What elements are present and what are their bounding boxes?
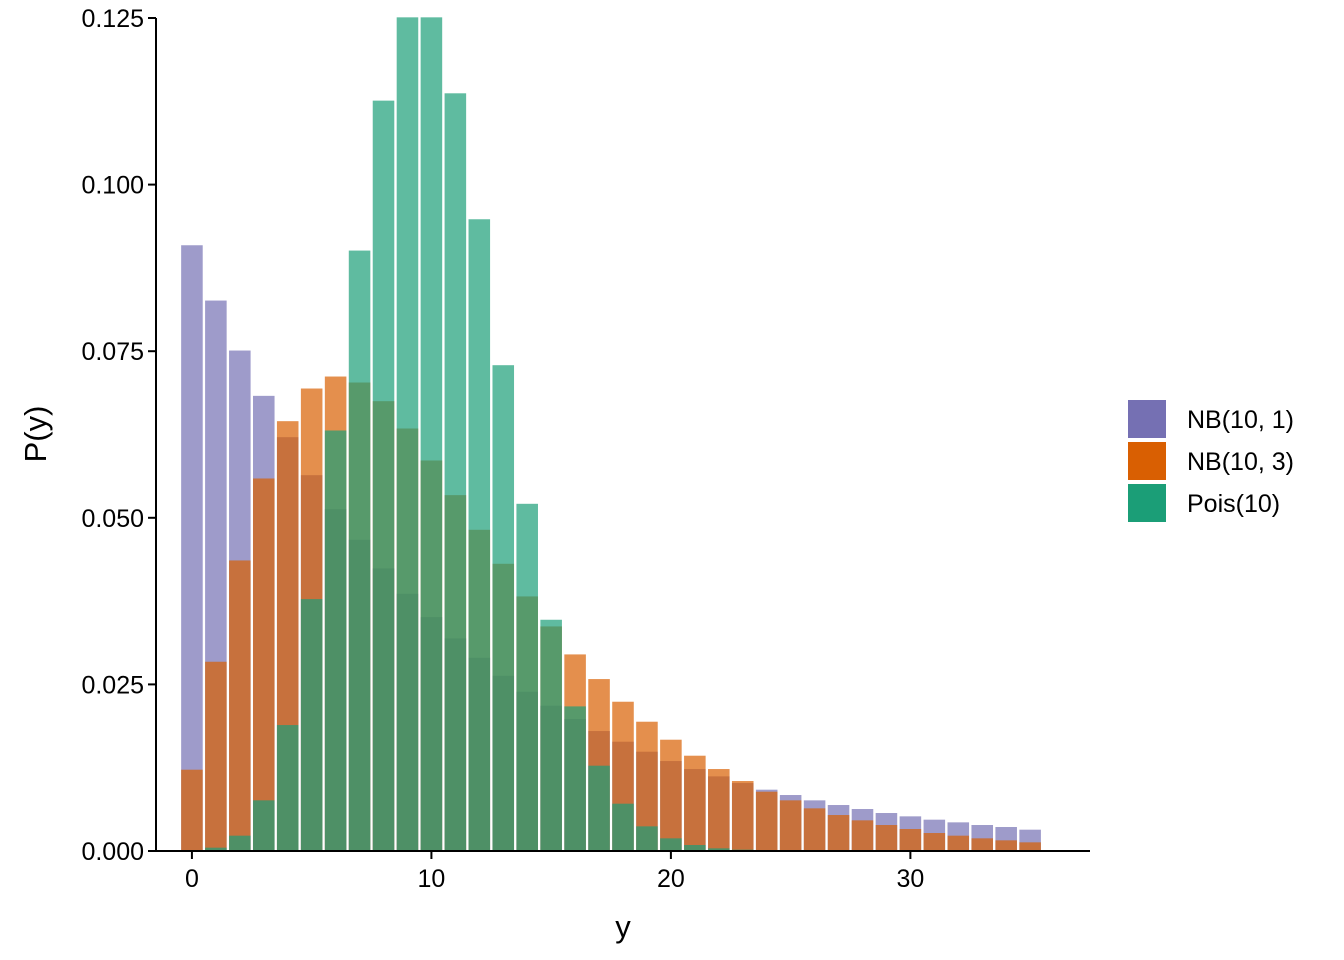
bar (372, 100, 395, 851)
legend-key (1128, 442, 1166, 480)
bar (324, 430, 347, 851)
x-tick-label: 0 (185, 865, 199, 893)
y-tick-label: 0.075 (81, 338, 144, 366)
bar (444, 93, 467, 851)
bar (971, 838, 994, 851)
bar (827, 815, 850, 851)
bar (252, 800, 275, 851)
legend-label: NB(10, 1) (1187, 406, 1294, 434)
y-axis-title: P(y) (18, 406, 53, 463)
bar (612, 803, 634, 851)
bar (708, 848, 730, 851)
series-3-bars (205, 17, 778, 851)
bar (205, 661, 227, 851)
y-tick-label: 0.050 (81, 505, 144, 533)
bar (300, 599, 323, 851)
y-tick-label: 0.125 (81, 5, 144, 33)
bars (181, 17, 1041, 851)
y-tick-label: 0.025 (81, 671, 144, 699)
bar (851, 820, 874, 851)
bar (947, 835, 970, 851)
bar (181, 245, 203, 851)
bar (276, 725, 299, 851)
bar (420, 17, 443, 851)
x-tick-label: 20 (657, 865, 685, 893)
x-tick-label: 30 (896, 865, 924, 893)
bar (708, 769, 730, 851)
bar (995, 840, 1017, 851)
bar (516, 503, 538, 851)
bar (348, 250, 371, 851)
x-axis-title: y (615, 909, 631, 944)
legend-key (1128, 400, 1166, 438)
bar (755, 791, 778, 851)
x-ticks: 0 10 20 30 (185, 851, 924, 893)
bar (396, 17, 419, 851)
bar (660, 739, 682, 851)
bar (468, 219, 491, 851)
legend-key (1128, 484, 1166, 522)
bar (181, 769, 203, 851)
bar (660, 838, 682, 851)
bar (540, 619, 562, 851)
bar (636, 721, 658, 851)
bar (492, 365, 515, 851)
bar (564, 706, 586, 851)
y-tick-label: 0.100 (81, 172, 144, 200)
legend-label: Pois(10) (1187, 490, 1280, 518)
y-ticks: 0.000 0.025 0.050 0.075 0.100 0.125 (81, 5, 156, 866)
bar (636, 826, 658, 851)
bar (205, 847, 227, 851)
x-tick-label: 10 (418, 865, 446, 893)
bar (779, 800, 802, 851)
bar (588, 765, 610, 851)
bar (803, 808, 826, 851)
bar (684, 755, 706, 851)
bar (875, 825, 898, 851)
bar (684, 845, 706, 851)
bar (899, 829, 922, 851)
y-tick-label: 0.000 (81, 838, 144, 866)
bar (229, 835, 251, 851)
legend: NB(10, 1) NB(10, 3) Pois(10) (1128, 400, 1294, 522)
bar (923, 833, 946, 851)
legend-label: NB(10, 3) (1187, 448, 1294, 476)
bar (229, 560, 251, 851)
bar (731, 781, 754, 851)
bar (1019, 842, 1041, 851)
axes (155, 18, 1090, 852)
bar (252, 478, 275, 851)
